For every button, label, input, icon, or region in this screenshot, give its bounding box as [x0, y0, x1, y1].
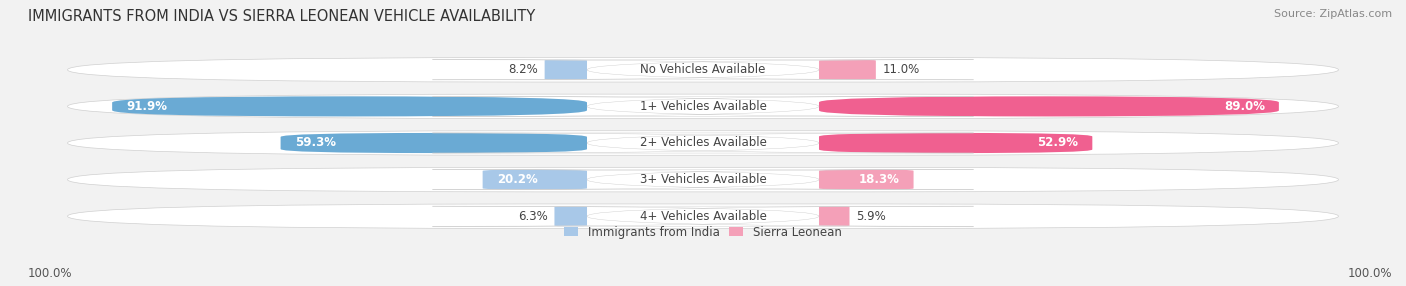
Text: 52.9%: 52.9% [1038, 136, 1078, 150]
Text: 100.0%: 100.0% [1347, 267, 1392, 280]
FancyBboxPatch shape [67, 204, 1339, 229]
Text: 8.2%: 8.2% [508, 63, 537, 76]
FancyBboxPatch shape [554, 206, 588, 226]
FancyBboxPatch shape [818, 60, 876, 80]
FancyBboxPatch shape [818, 96, 1279, 116]
Text: 4+ Vehicles Available: 4+ Vehicles Available [640, 210, 766, 223]
Text: 2+ Vehicles Available: 2+ Vehicles Available [640, 136, 766, 150]
Text: Source: ZipAtlas.com: Source: ZipAtlas.com [1274, 9, 1392, 19]
FancyBboxPatch shape [281, 133, 588, 153]
Legend: Immigrants from India, Sierra Leonean: Immigrants from India, Sierra Leonean [560, 221, 846, 243]
FancyBboxPatch shape [433, 206, 973, 226]
Text: 6.3%: 6.3% [517, 210, 547, 223]
FancyBboxPatch shape [67, 167, 1339, 192]
FancyBboxPatch shape [67, 94, 1339, 119]
FancyBboxPatch shape [433, 60, 973, 80]
Text: 59.3%: 59.3% [295, 136, 336, 150]
Text: No Vehicles Available: No Vehicles Available [640, 63, 766, 76]
Text: 91.9%: 91.9% [127, 100, 167, 113]
FancyBboxPatch shape [67, 57, 1339, 82]
FancyBboxPatch shape [482, 170, 588, 190]
Text: IMMIGRANTS FROM INDIA VS SIERRA LEONEAN VEHICLE AVAILABILITY: IMMIGRANTS FROM INDIA VS SIERRA LEONEAN … [28, 9, 536, 23]
Text: 18.3%: 18.3% [859, 173, 900, 186]
Text: 100.0%: 100.0% [28, 267, 73, 280]
Text: 3+ Vehicles Available: 3+ Vehicles Available [640, 173, 766, 186]
FancyBboxPatch shape [112, 96, 588, 116]
Text: 5.9%: 5.9% [856, 210, 886, 223]
FancyBboxPatch shape [67, 131, 1339, 155]
Text: 11.0%: 11.0% [883, 63, 920, 76]
FancyBboxPatch shape [818, 206, 849, 226]
FancyBboxPatch shape [818, 133, 1092, 153]
Text: 20.2%: 20.2% [496, 173, 537, 186]
Text: 89.0%: 89.0% [1223, 100, 1265, 113]
FancyBboxPatch shape [433, 170, 973, 190]
Text: 1+ Vehicles Available: 1+ Vehicles Available [640, 100, 766, 113]
FancyBboxPatch shape [433, 133, 973, 153]
FancyBboxPatch shape [433, 96, 973, 116]
FancyBboxPatch shape [818, 170, 914, 190]
FancyBboxPatch shape [544, 60, 588, 80]
